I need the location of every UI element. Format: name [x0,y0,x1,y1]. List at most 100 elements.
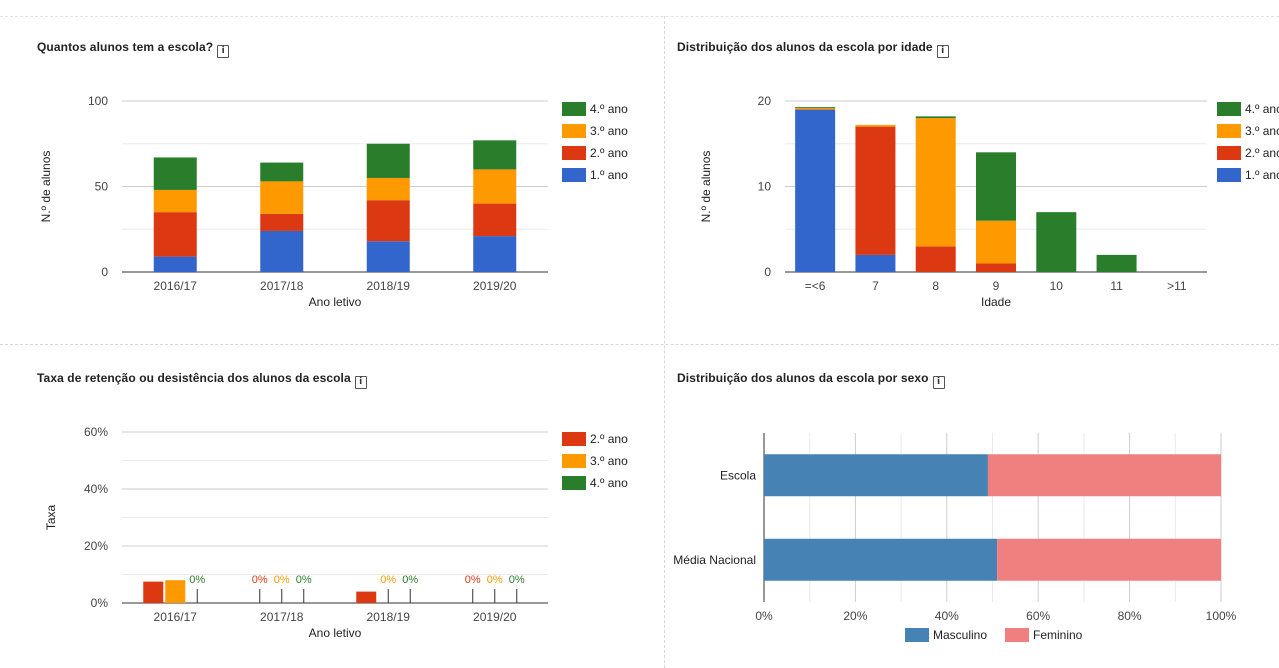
data-label: 0% [465,574,481,586]
x-tick-label: 2017/18 [260,610,304,624]
legend-label: 4.º ano [590,102,628,116]
chart-title-sexo-text: Distribuição dos alunos da escola por se… [677,371,929,385]
x-tick-label: 2018/19 [367,279,411,293]
legend-label: 3.º anc [1245,124,1279,138]
data-label: 0% [487,574,503,586]
info-icon[interactable]: i [217,45,230,58]
legend-swatch [562,454,586,468]
y-tick-label: 50 [95,180,109,194]
category-label: Média Nacional [673,553,756,567]
x-tick-label: 100% [1206,609,1237,623]
legend-label: 4.º anc [1245,102,1279,116]
x-tick-label: 40% [935,609,959,623]
y-tick-label: 20% [84,539,108,553]
info-icon[interactable]: i [354,376,367,389]
x-tick-label: 2017/18 [260,279,304,293]
x-tick-label: 2018/19 [367,610,411,624]
legend-label: 2.º ano [590,432,628,446]
data-label: 0% [509,574,525,586]
info-icon[interactable]: i [936,45,949,58]
x-tick-label: 11 [1110,279,1123,293]
bar [473,236,517,272]
y-axis-label: N.º de alunos [39,151,53,223]
bar [473,169,517,204]
legend-label: 1.º ano [590,168,628,182]
bar [795,106,836,108]
bar [795,109,836,272]
y-tick-label: 10 [758,180,772,194]
chart-title-sexo: Distribuição dos alunos da escola por se… [677,371,945,389]
y-tick-label: 100 [88,94,108,108]
legend-swatch [1217,168,1241,182]
legend-swatch [1217,102,1241,116]
x-tick-label: 20% [843,609,867,623]
data-label: 0% [189,574,205,586]
x-axis-label: Idade [981,295,1011,309]
x-tick-label: >11 [1167,279,1187,293]
legend-label: Masculino [933,628,987,642]
legend-label: 4.º ano [590,476,628,490]
bar [366,143,410,178]
bar [153,256,197,272]
bar [855,254,896,272]
data-label: 0% [380,574,396,586]
x-tick-label: 2019/20 [473,279,517,293]
data-label: 0% [402,574,418,586]
bar [260,230,304,272]
data-label: 0% [296,574,312,586]
y-tick-label: 0 [101,265,108,279]
bar [976,263,1016,272]
bar [366,177,410,201]
bar [915,118,956,247]
x-tick-label: 9 [993,279,1000,293]
legend-swatch [1217,146,1241,160]
x-tick-label: 10 [1050,279,1064,293]
bar [855,126,896,255]
bar [473,140,517,170]
bar [915,116,956,119]
bar [473,203,517,237]
bar [366,200,410,242]
horizontal-divider [0,344,1279,345]
bar [976,220,1016,264]
legend-swatch [1217,124,1241,138]
legend-swatch [562,168,586,182]
bar [356,591,377,603]
bar [764,538,998,581]
y-tick-label: 20 [758,94,772,108]
chart-title-alunos: Quantos alunos tem a escola? i [37,40,230,58]
info-icon[interactable]: i [932,376,945,389]
legend-swatch [562,102,586,116]
legend-swatch [562,432,586,446]
bar [1096,254,1137,272]
bar [165,580,186,603]
y-axis-label: N.º de alunos [699,151,713,223]
x-tick-label: =<6 [805,279,826,293]
bar [915,246,956,272]
x-tick-label: 0% [755,609,773,623]
x-tick-label: 60% [1026,609,1050,623]
x-tick-label: 80% [1118,609,1142,623]
chart-title-idade: Distribuição dos alunos da escola por id… [677,40,949,58]
bar [795,107,836,110]
chart-alunos: 0 50 100 N.º de alunos 2016/17 2017/18 2018/19… [39,94,628,309]
x-axis-label: Ano letivo [309,626,362,640]
bar [153,189,197,213]
bar [260,213,304,231]
vertical-divider [664,16,665,668]
bar [366,241,410,272]
legend-swatch [905,628,929,642]
x-tick-label: 2016/17 [154,610,198,624]
legend-swatch [1005,628,1029,642]
x-tick-label: 2016/17 [154,279,198,293]
bar [153,157,197,190]
chart-title-retencao: Taxa de retenção ou desistência dos alun… [37,371,367,389]
y-tick-label: 60% [84,425,108,439]
bar [153,212,197,257]
chart-title-idade-text: Distribuição dos alunos da escola por id… [677,40,933,54]
bar [855,124,896,127]
category-label: Escola [720,468,756,482]
bar [987,454,1221,497]
bar [997,538,1221,581]
chart-title-alunos-text: Quantos alunos tem a escola? [37,40,214,54]
